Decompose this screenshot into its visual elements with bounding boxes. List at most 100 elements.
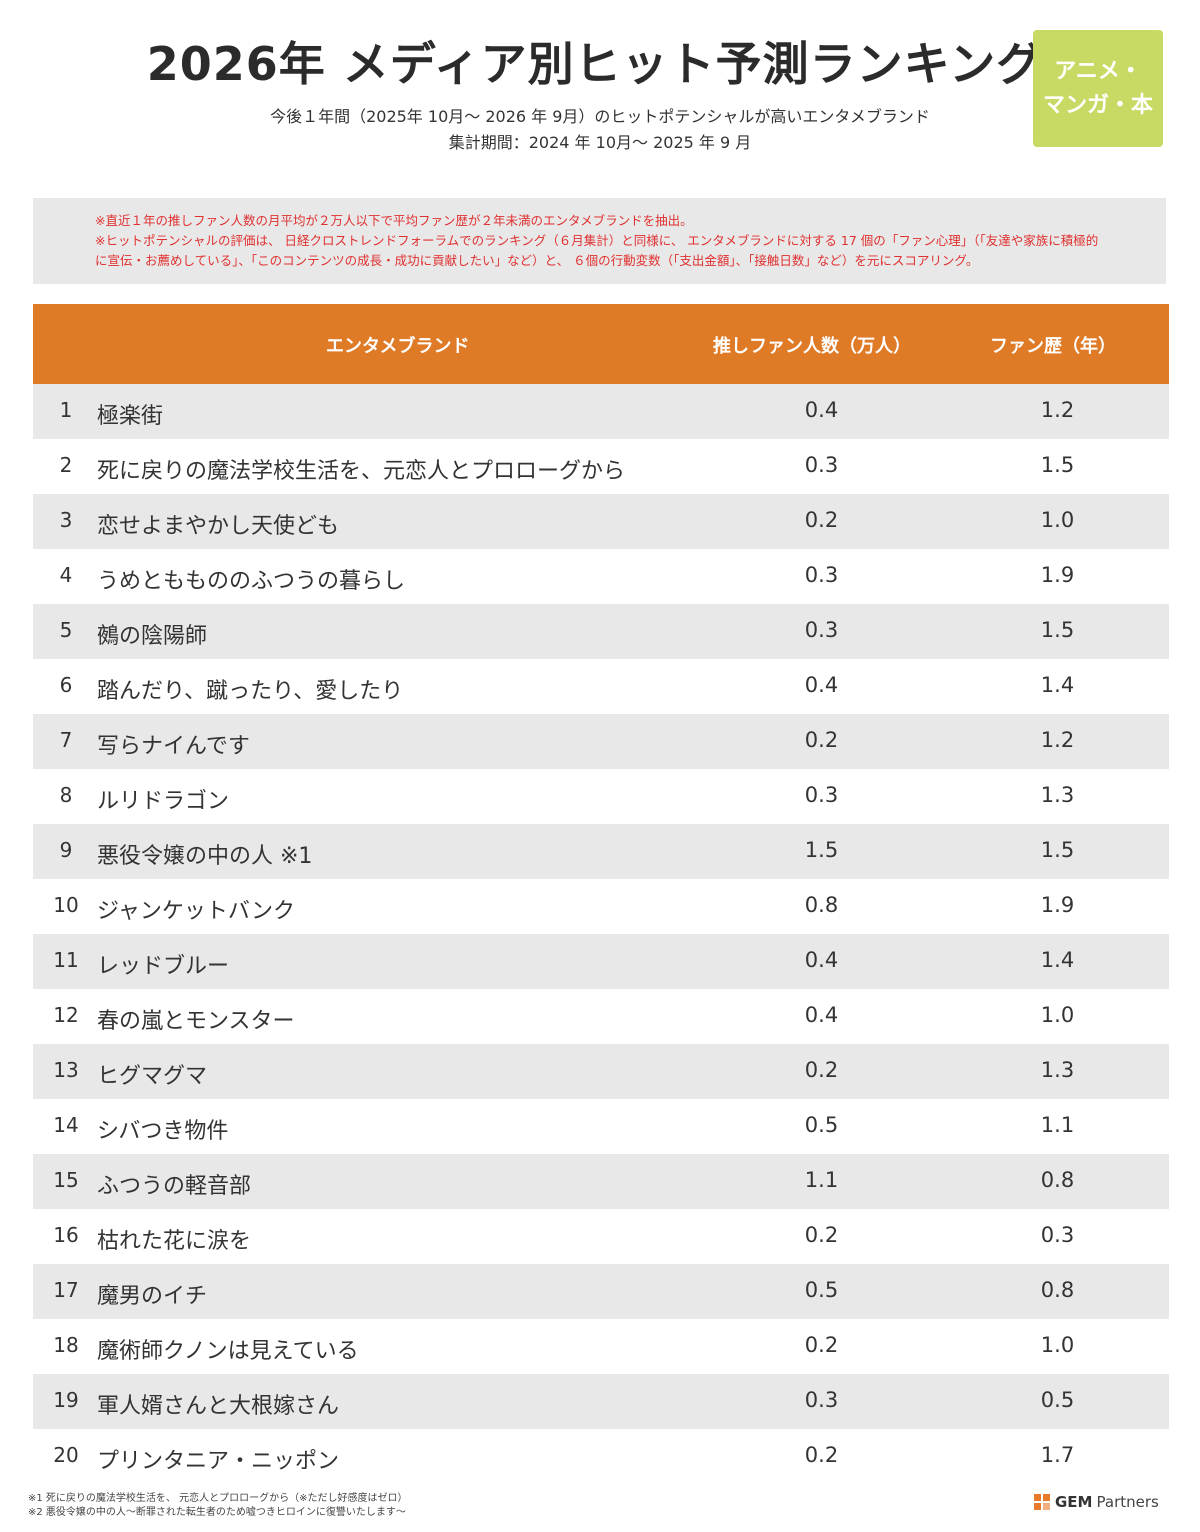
brand-name-cell: 枯れた花に涙を <box>97 1229 252 1254</box>
brand-name-cell: ふつうの軽音部 <box>97 1174 252 1199</box>
brand-name-cell: 悪役令嬢の中の人 ※1 <box>97 844 313 869</box>
history-cell: 1.0 <box>1040 508 1075 532</box>
rank-cell: 1 <box>59 398 73 422</box>
rank-cell: 4 <box>59 563 73 587</box>
brand-name-cell: 魔術師クノンは見えている <box>97 1339 359 1364</box>
brand-name-cell: ヒグマグマ <box>97 1064 208 1089</box>
table-header: エンタメブランド 推しファン人数（万人） ファン歴（年） <box>33 304 1169 384</box>
brand-name-cell: 写らナイんです <box>97 734 250 759</box>
history-cell: 1.0 <box>1040 1003 1075 1027</box>
history-cell: 1.0 <box>1040 1333 1075 1357</box>
brand-name-cell: シバつき物件 <box>97 1119 229 1144</box>
footnote-1: ※1 死に戻りの魔法学校生活を、 元恋人とプロローグから（※ただし好感度はゼロ） <box>28 1493 408 1504</box>
fans-cell: 0.4 <box>804 673 839 697</box>
brand-name-cell: プリンタニア・ニッポン <box>97 1449 340 1474</box>
fans-cell: 0.2 <box>804 1333 839 1357</box>
rank-cell: 14 <box>53 1113 79 1137</box>
fans-cell: 0.5 <box>804 1278 839 1302</box>
logo-suffix: Partners <box>1096 1493 1159 1511</box>
history-cell: 1.5 <box>1040 618 1075 642</box>
history-cell: 1.3 <box>1040 1058 1075 1082</box>
fans-cell: 0.8 <box>804 893 839 917</box>
table-row: 7 写らナイんです 0.2 1.2 <box>33 714 1169 769</box>
fans-cell: 0.3 <box>804 783 839 807</box>
history-cell: 0.8 <box>1040 1278 1075 1302</box>
subtitle-period: 今後１年間（2025年 10月～ 2026 年 9月）のヒットポテンシャルが高い… <box>270 107 930 126</box>
brand-name-cell: 踏んだり、蹴ったり、愛したり <box>97 679 404 704</box>
gem-partners-logo-icon <box>1034 1494 1050 1510</box>
rank-cell: 10 <box>53 893 79 917</box>
logo-name: GEM <box>1055 1493 1093 1511</box>
table-row: 19 軍人婿さんと大根嫁さん 0.3 0.5 <box>33 1374 1169 1429</box>
history-cell: 1.4 <box>1040 948 1075 972</box>
history-cell: 1.1 <box>1040 1113 1075 1137</box>
brand-name-cell: うめとももののふつうの暮らし <box>97 569 406 594</box>
table-row: 13 ヒグマグマ 0.2 1.3 <box>33 1044 1169 1099</box>
table-row: 15 ふつうの軽音部 1.1 0.8 <box>33 1154 1169 1209</box>
fans-cell: 0.3 <box>804 453 839 477</box>
table-row: 14 シバつき物件 0.5 1.1 <box>33 1099 1169 1154</box>
rank-cell: 12 <box>53 1003 79 1027</box>
table-row: 16 枯れた花に涙を 0.2 0.3 <box>33 1209 1169 1264</box>
brand-name-cell: 魔男のイチ <box>97 1284 208 1309</box>
gem-partners-logo: GEM Partners <box>1034 1493 1159 1511</box>
rank-cell: 7 <box>59 728 73 752</box>
history-cell: 1.4 <box>1040 673 1075 697</box>
table-row: 9 悪役令嬢の中の人 ※1 1.5 1.5 <box>33 824 1169 879</box>
brand-name-cell: 鵺の陰陽師 <box>97 624 208 649</box>
footnote-2: ※2 悪役令嬢の中の人～断罪された転生者のため嘘つきヒロインに復讐いたします～ <box>28 1507 406 1518</box>
brand-name-cell: 春の嵐とモンスター <box>97 1009 295 1034</box>
history-cell: 0.5 <box>1040 1388 1075 1412</box>
fans-cell: 0.2 <box>804 1443 839 1467</box>
history-cell: 1.5 <box>1040 838 1075 862</box>
table-row: 12 春の嵐とモンスター 0.4 1.0 <box>33 989 1169 1044</box>
rank-cell: 9 <box>59 838 73 862</box>
brand-name-cell: ジャンケットバンク <box>97 899 296 924</box>
table-row: 4 うめとももののふつうの暮らし 0.3 1.9 <box>33 549 1169 604</box>
history-cell: 1.5 <box>1040 453 1075 477</box>
fans-cell: 0.4 <box>804 398 839 422</box>
fans-cell: 0.4 <box>804 948 839 972</box>
table-row: 1 極楽街 0.4 1.2 <box>33 384 1169 439</box>
history-cell: 1.2 <box>1040 728 1075 752</box>
fans-cell: 0.2 <box>804 1058 839 1082</box>
page-title: 2026年 メディア別ヒット予測ランキング <box>146 37 1044 91</box>
rank-cell: 17 <box>53 1278 79 1302</box>
table-row: 2 死に戻りの魔法学校生活を、元恋人とプロローグから 0.3 1.5 <box>33 439 1169 494</box>
note-2: ※ヒットポテンシャルの評価は、 日経クロストレンドフォーラムでのランキング（６月… <box>95 233 1099 268</box>
fans-cell: 0.3 <box>804 1388 839 1412</box>
rank-cell: 15 <box>53 1168 79 1192</box>
table-row: 6 踏んだり、蹴ったり、愛したり 0.4 1.4 <box>33 659 1169 714</box>
table-row: 3 恋せよまやかし天使ども 0.2 1.0 <box>33 494 1169 549</box>
brand-name-cell: 極楽街 <box>97 404 164 429</box>
header-history: ファン歴（年） <box>990 336 1116 357</box>
history-cell: 0.8 <box>1040 1168 1075 1192</box>
table-row: 5 鵺の陰陽師 0.3 1.5 <box>33 604 1169 659</box>
rank-cell: 19 <box>53 1388 79 1412</box>
badge-line-2: マンガ・本 <box>1042 92 1153 118</box>
subtitle: 今後１年間（2025年 10月～ 2026 年 9月）のヒットポテンシャルが高い… <box>0 104 1200 156</box>
rank-cell: 20 <box>53 1443 79 1467</box>
rank-cell: 3 <box>59 508 73 532</box>
rank-cell: 2 <box>59 453 73 477</box>
header-brand: エンタメブランド <box>326 336 470 357</box>
category-badge: アニメ・ マンガ・本 <box>1033 30 1163 147</box>
brand-name-cell: ルリドラゴン <box>97 789 230 814</box>
brand-name-cell: 死に戻りの魔法学校生活を、元恋人とプロローグから <box>97 459 626 484</box>
ranking-table-body: 1 極楽街 0.4 1.2 2 死に戻りの魔法学校生活を、元恋人とプロローグから 0.3 1.… <box>33 384 1169 1484</box>
note-1: ※直近１年の推しファン人数の月平均が２万人以下で平均ファン歴が２年未満のエンタメ… <box>95 213 693 228</box>
rank-cell: 8 <box>59 783 73 807</box>
fans-cell: 0.3 <box>804 563 839 587</box>
rank-cell: 6 <box>59 673 73 697</box>
table-row: 8 ルリドラゴン 0.3 1.3 <box>33 769 1169 824</box>
rank-cell: 13 <box>53 1058 79 1082</box>
brand-name-cell: 恋せよまやかし天使ども <box>97 514 340 539</box>
brand-name-cell: 軍人婿さんと大根嫁さん <box>97 1394 340 1419</box>
rank-cell: 18 <box>53 1333 79 1357</box>
history-cell: 1.7 <box>1040 1443 1075 1467</box>
table-row: 11 レッドブルー 0.4 1.4 <box>33 934 1169 989</box>
fans-cell: 0.3 <box>804 618 839 642</box>
fans-cell: 0.2 <box>804 508 839 532</box>
table-row: 18 魔術師クノンは見えている 0.2 1.0 <box>33 1319 1169 1374</box>
fans-cell: 0.4 <box>804 1003 839 1027</box>
